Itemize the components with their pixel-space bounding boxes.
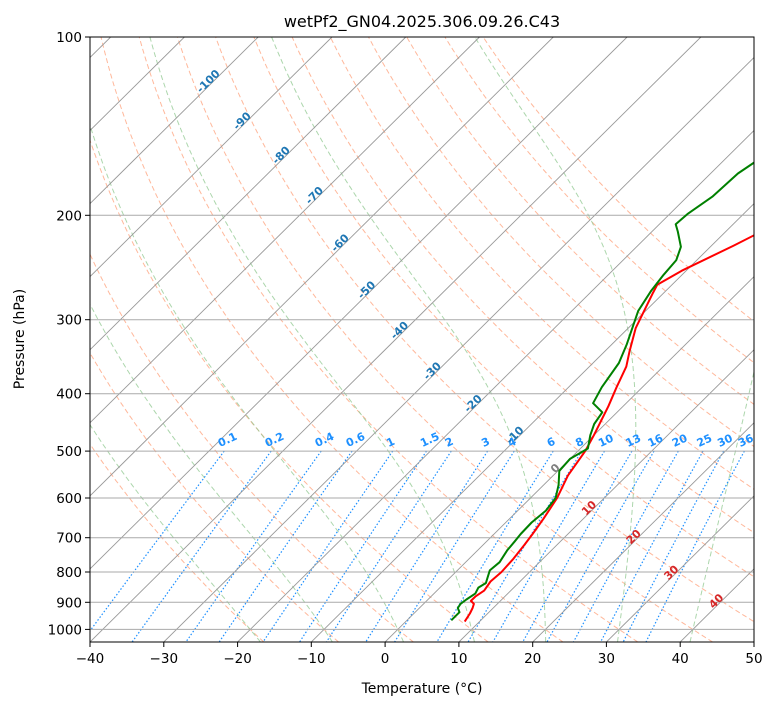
mixing-ratio-label: 36 bbox=[736, 431, 756, 449]
isotherm-line bbox=[310, 202, 754, 642]
mixing-ratio-line bbox=[394, 450, 515, 642]
dry-adiabat bbox=[90, 352, 339, 642]
isotherm-line bbox=[90, 37, 480, 424]
y-axis-label: Pressure (hPa) bbox=[12, 289, 28, 389]
y-tick-label: 1000 bbox=[48, 622, 82, 638]
x-tick-label: 50 bbox=[745, 651, 762, 667]
y-tick-label: 900 bbox=[56, 595, 82, 611]
isotherm-line bbox=[90, 37, 407, 351]
x-tick-label: 0 bbox=[381, 651, 390, 667]
mixing-ratio-line bbox=[218, 450, 353, 642]
series-dewpoint-line bbox=[450, 161, 754, 622]
y-tick-label: 500 bbox=[56, 444, 82, 460]
mixing-ratio-line bbox=[522, 450, 633, 642]
isotherm-line bbox=[90, 37, 554, 497]
isotherm-line bbox=[458, 349, 754, 642]
mixing-ratio-label: 16 bbox=[646, 431, 666, 449]
mixing-ratio-line bbox=[600, 450, 704, 642]
mixing-ratio-line bbox=[572, 450, 679, 642]
plot-background bbox=[90, 37, 754, 642]
y-tick-label: 400 bbox=[56, 387, 82, 403]
moist-adiabat bbox=[90, 303, 333, 642]
mixing-ratio-line bbox=[436, 450, 554, 642]
dry-adiabat bbox=[100, 37, 564, 642]
mixing-ratio-line bbox=[325, 450, 452, 642]
y-tick-label: 100 bbox=[56, 30, 82, 46]
chart-title: wetPf2_GN04.2025.306.09.26.C43 bbox=[284, 12, 560, 32]
series-temperature-line bbox=[463, 234, 754, 623]
plot-frame bbox=[89, 36, 755, 643]
moist-adiabat bbox=[271, 37, 547, 642]
dry-adiabat bbox=[90, 138, 489, 642]
x-tick-label: 40 bbox=[672, 651, 689, 667]
x-tick-label: −40 bbox=[76, 651, 105, 667]
x-tick-label: 20 bbox=[524, 651, 541, 667]
dry-adiabat bbox=[406, 37, 754, 405]
mixing-ratio-label: 13 bbox=[624, 432, 643, 450]
x-tick-label: −30 bbox=[150, 651, 179, 667]
moist-adiabat bbox=[90, 423, 261, 642]
y-tick-label: 800 bbox=[56, 565, 82, 581]
y-tick-label: 700 bbox=[56, 531, 82, 547]
mixing-ratio-line bbox=[546, 450, 655, 642]
isotherm-line bbox=[237, 129, 754, 642]
mixing-ratio-line bbox=[185, 450, 322, 642]
mixing-ratio-label: 10 bbox=[596, 431, 616, 449]
moist-adiabat bbox=[90, 123, 405, 642]
isotherm-line bbox=[90, 37, 628, 570]
y-tick-label: 200 bbox=[56, 208, 82, 224]
isotherm-line bbox=[384, 276, 754, 642]
dry-adiabat bbox=[138, 37, 639, 642]
dry-adiabat bbox=[482, 37, 754, 323]
isotherm-line bbox=[606, 495, 754, 642]
mixing-ratio-line bbox=[492, 450, 606, 642]
isotherm-line bbox=[532, 422, 754, 642]
x-tick-label: −20 bbox=[223, 651, 252, 667]
moist-adiabat bbox=[689, 369, 754, 642]
x-tick-label: −10 bbox=[297, 651, 326, 667]
mixing-ratio-line bbox=[90, 450, 225, 632]
dry-adiabat bbox=[176, 37, 713, 642]
mixing-ratio-label: 25 bbox=[695, 432, 714, 450]
x-tick-label: 30 bbox=[598, 651, 615, 667]
mixing-ratio-line bbox=[262, 450, 394, 642]
mixing-ratio-label: 30 bbox=[715, 431, 735, 449]
y-tick-label: 300 bbox=[56, 313, 82, 329]
dry-adiabat bbox=[253, 37, 754, 578]
isotherm-line bbox=[90, 37, 702, 642]
x-tick-label: 10 bbox=[450, 651, 467, 667]
mixing-ratio-label: 20 bbox=[670, 431, 690, 449]
isotherm-line bbox=[163, 56, 754, 642]
profile-lines bbox=[450, 161, 754, 623]
moist-adiabat bbox=[149, 37, 475, 642]
x-axis-label: Temperature (°C) bbox=[361, 681, 483, 697]
y-tick-label: 600 bbox=[56, 491, 82, 507]
dry-adiabat bbox=[90, 443, 265, 642]
mixing-ratio-line bbox=[365, 450, 489, 642]
isotherm-line bbox=[90, 37, 333, 278]
mixing-ratio-line bbox=[622, 450, 725, 642]
dry-adiabat bbox=[329, 37, 754, 490]
isotherm-line bbox=[90, 37, 259, 205]
